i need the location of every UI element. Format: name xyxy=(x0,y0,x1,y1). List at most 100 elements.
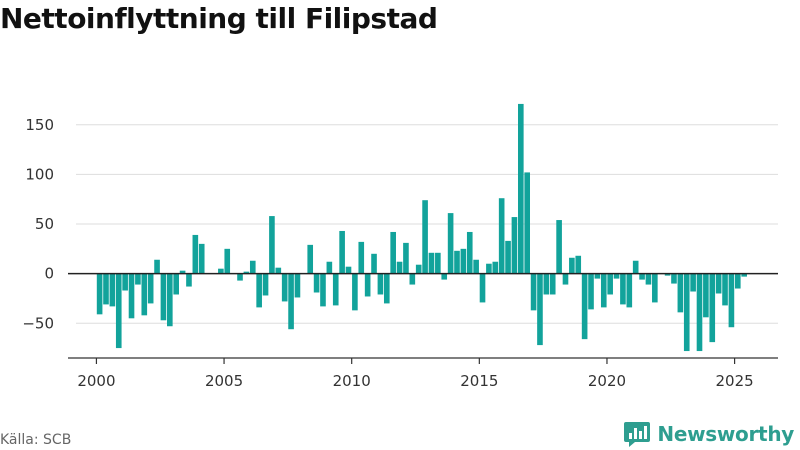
bar xyxy=(415,264,422,274)
x-tick-label: 2015 xyxy=(460,372,498,390)
bar xyxy=(281,273,288,302)
bar xyxy=(524,172,531,274)
bar xyxy=(543,273,550,295)
bar xyxy=(377,273,384,295)
bar xyxy=(103,273,109,305)
bar xyxy=(403,242,409,274)
bar xyxy=(269,216,275,274)
bar xyxy=(256,273,262,308)
bar xyxy=(288,273,294,330)
bar xyxy=(147,273,154,304)
bar xyxy=(396,261,403,274)
x-tick-label: 2005 xyxy=(205,372,243,390)
bar xyxy=(179,270,186,274)
bar xyxy=(275,267,282,274)
bar xyxy=(371,253,377,274)
bar xyxy=(447,213,454,274)
bar xyxy=(135,273,141,285)
bar xyxy=(505,240,511,274)
y-tick-label: 0 xyxy=(44,265,54,283)
bar-chart-speech-bubble-icon xyxy=(624,422,651,447)
bar xyxy=(677,273,684,313)
bar xyxy=(709,273,716,343)
bar xyxy=(313,273,320,293)
bar xyxy=(466,231,473,274)
bar xyxy=(428,252,435,274)
bar xyxy=(632,260,639,274)
bar xyxy=(320,273,326,307)
bar xyxy=(122,273,128,291)
bar xyxy=(173,273,180,295)
bar xyxy=(167,273,173,327)
bar xyxy=(460,248,467,274)
bar xyxy=(96,273,103,315)
bar xyxy=(160,273,167,321)
source-note: Källa: SCB xyxy=(0,432,72,448)
bar xyxy=(364,273,371,297)
chart-title: Nettoinflyttning till Filipstad xyxy=(0,2,438,35)
bar xyxy=(569,257,575,274)
bar xyxy=(473,259,479,274)
bar xyxy=(422,200,428,274)
bar xyxy=(703,273,709,318)
x-tick-label: 2020 xyxy=(588,372,626,390)
bar xyxy=(237,273,243,281)
bar xyxy=(454,250,460,274)
bar xyxy=(696,273,703,352)
bar xyxy=(645,273,652,285)
bar xyxy=(741,273,747,277)
bar xyxy=(492,261,499,274)
bar xyxy=(518,103,524,274)
bar xyxy=(326,261,333,274)
bar xyxy=(345,266,352,274)
bar xyxy=(537,273,543,346)
bar xyxy=(435,252,441,274)
bar xyxy=(141,273,148,316)
bar xyxy=(332,273,339,306)
bar xyxy=(652,273,658,303)
brand-logo: Newsworthy xyxy=(623,420,794,448)
brand-name: Newsworthy xyxy=(657,422,794,446)
bar xyxy=(352,273,358,311)
bar xyxy=(383,273,390,304)
axes xyxy=(68,272,778,364)
bar xyxy=(664,273,671,276)
x-tick-label: 2010 xyxy=(333,372,371,390)
y-tick-label: 50 xyxy=(35,215,54,233)
y-tick-label: 150 xyxy=(25,116,54,134)
bar xyxy=(479,273,486,303)
y-tick-label: 100 xyxy=(25,165,54,183)
bar xyxy=(613,273,620,279)
bar xyxy=(109,273,116,307)
bar xyxy=(581,273,588,340)
bar xyxy=(198,243,205,274)
bar xyxy=(575,255,582,274)
bar xyxy=(715,273,722,294)
bar xyxy=(690,273,696,292)
bar xyxy=(549,273,556,295)
bar xyxy=(243,271,250,274)
bar xyxy=(607,273,613,295)
bar xyxy=(262,273,269,296)
bar xyxy=(218,268,224,274)
bar xyxy=(224,248,231,274)
y-tick-label: −50 xyxy=(22,314,54,332)
bar xyxy=(390,231,396,274)
bar xyxy=(307,244,314,274)
bar xyxy=(115,273,122,349)
bar-series xyxy=(96,103,747,352)
bar xyxy=(294,273,301,298)
x-tick-label: 2000 xyxy=(77,372,115,390)
bar xyxy=(249,260,256,274)
bar xyxy=(556,220,562,274)
bar xyxy=(154,259,160,274)
bar xyxy=(339,230,345,274)
bar xyxy=(192,234,199,274)
bar xyxy=(498,198,505,274)
bar xyxy=(671,273,677,284)
bar xyxy=(594,273,601,279)
bar xyxy=(358,241,365,274)
bar xyxy=(734,273,741,289)
bar xyxy=(639,273,645,280)
